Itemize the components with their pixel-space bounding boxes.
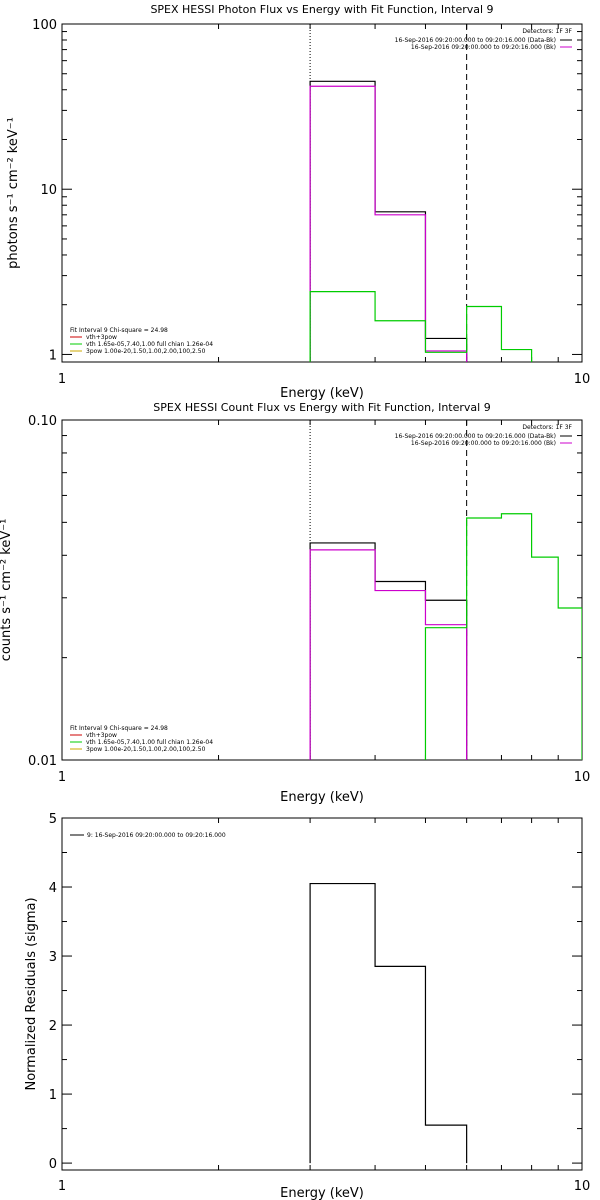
y-tick-label: 3 xyxy=(49,950,57,965)
x-tick-label: 1 xyxy=(58,372,66,387)
y-axis-label: photons s⁻¹ cm⁻² keV⁻¹ xyxy=(6,117,21,269)
y-tick-label: 2 xyxy=(49,1019,57,1034)
fit-info-line: vth 1.65e-05,7.40,1.00 full chian 1.26e-… xyxy=(86,739,213,746)
y-tick-label: 1 xyxy=(49,348,57,363)
series-1-histogram xyxy=(309,549,468,760)
plot-frame xyxy=(61,23,583,363)
chart-title: SPEX HESSI Count Flux vs Energy with Fit… xyxy=(153,401,490,414)
chart-title: SPEX HESSI Photon Flux vs Energy with Fi… xyxy=(150,3,493,16)
legend-entry: 9: 16-Sep-2016 09:20:00.000 to 09:20:16.… xyxy=(87,832,226,839)
y-tick-label: 4 xyxy=(49,881,57,896)
x-tick-label: 10 xyxy=(574,372,591,387)
residuals-panel: Energy (keV) Normalized Residuals (sigma)… xyxy=(24,812,590,1200)
x-tick-label: 10 xyxy=(574,1179,591,1194)
x-axis-label: Energy (keV) xyxy=(280,1186,364,1200)
y-axis-label: Normalized Residuals (sigma) xyxy=(24,897,39,1090)
series-0-histogram xyxy=(309,882,468,1164)
series-0-histogram xyxy=(309,80,468,362)
x-tick-label: 1 xyxy=(58,770,66,785)
x-axis-label: Energy (keV) xyxy=(280,386,364,401)
fit-info-header: Fit Interval 9 Chi-square = 24.98 xyxy=(70,725,168,732)
fit-info-header: Fit Interval 9 Chi-square = 24.98 xyxy=(70,327,168,334)
series-1-histogram xyxy=(309,85,468,362)
plot-frame xyxy=(61,817,583,1171)
photon-flux-panel: SPEX HESSI Photon Flux vs Energy with Fi… xyxy=(6,3,590,401)
detectors-label: Detectors: 1F 3F xyxy=(522,28,572,35)
y-tick-label: 0.01 xyxy=(28,754,57,769)
legend-entry: 16-Sep-2016 09:20:00.000 to 09:20:16.000… xyxy=(395,37,556,44)
y-tick-label: 0 xyxy=(49,1157,57,1172)
fit-info-line: 3pow 1.00e-20,1.50,1.00,2.00,100,2.50 xyxy=(86,746,206,753)
detectors-label: Detectors: 1F 3F xyxy=(522,424,572,431)
count-flux-panel: SPEX HESSI Count Flux vs Energy with Fit… xyxy=(0,401,590,805)
x-tick-label: 10 xyxy=(574,770,591,785)
legend-entry: 16-Sep-2016 09:20:00.000 to 09:20:16.000… xyxy=(411,44,556,51)
x-tick-label: 1 xyxy=(58,1179,66,1194)
legend-entry: 16-Sep-2016 09:20:00.000 to 09:20:16.000… xyxy=(395,433,556,440)
legend-entry: 16-Sep-2016 09:20:00.000 to 09:20:16.000… xyxy=(411,440,556,447)
plot-frame xyxy=(61,419,583,761)
fit-info-line: vth 1.65e-05,7.40,1.00 full chian 1.26e-… xyxy=(86,341,213,348)
x-axis-label: Energy (keV) xyxy=(280,790,364,805)
y-tick-label: 1 xyxy=(49,1088,57,1103)
series-2-histogram xyxy=(424,513,582,760)
fit-info-line: vth+3pow xyxy=(86,732,117,739)
y-tick-label: 10 xyxy=(40,183,57,198)
fit-info-line: 3pow 1.00e-20,1.50,1.00,2.00,100,2.50 xyxy=(86,348,206,355)
y-tick-label: 0.10 xyxy=(28,414,57,429)
y-axis-label: counts s⁻¹ cm⁻² keV⁻¹ xyxy=(0,519,14,662)
y-tick-label: 5 xyxy=(49,812,57,827)
series-2-histogram xyxy=(309,291,533,362)
series-0-histogram xyxy=(309,542,468,760)
fit-info-line: vth+3pow xyxy=(86,334,117,341)
y-tick-label: 100 xyxy=(32,18,57,33)
